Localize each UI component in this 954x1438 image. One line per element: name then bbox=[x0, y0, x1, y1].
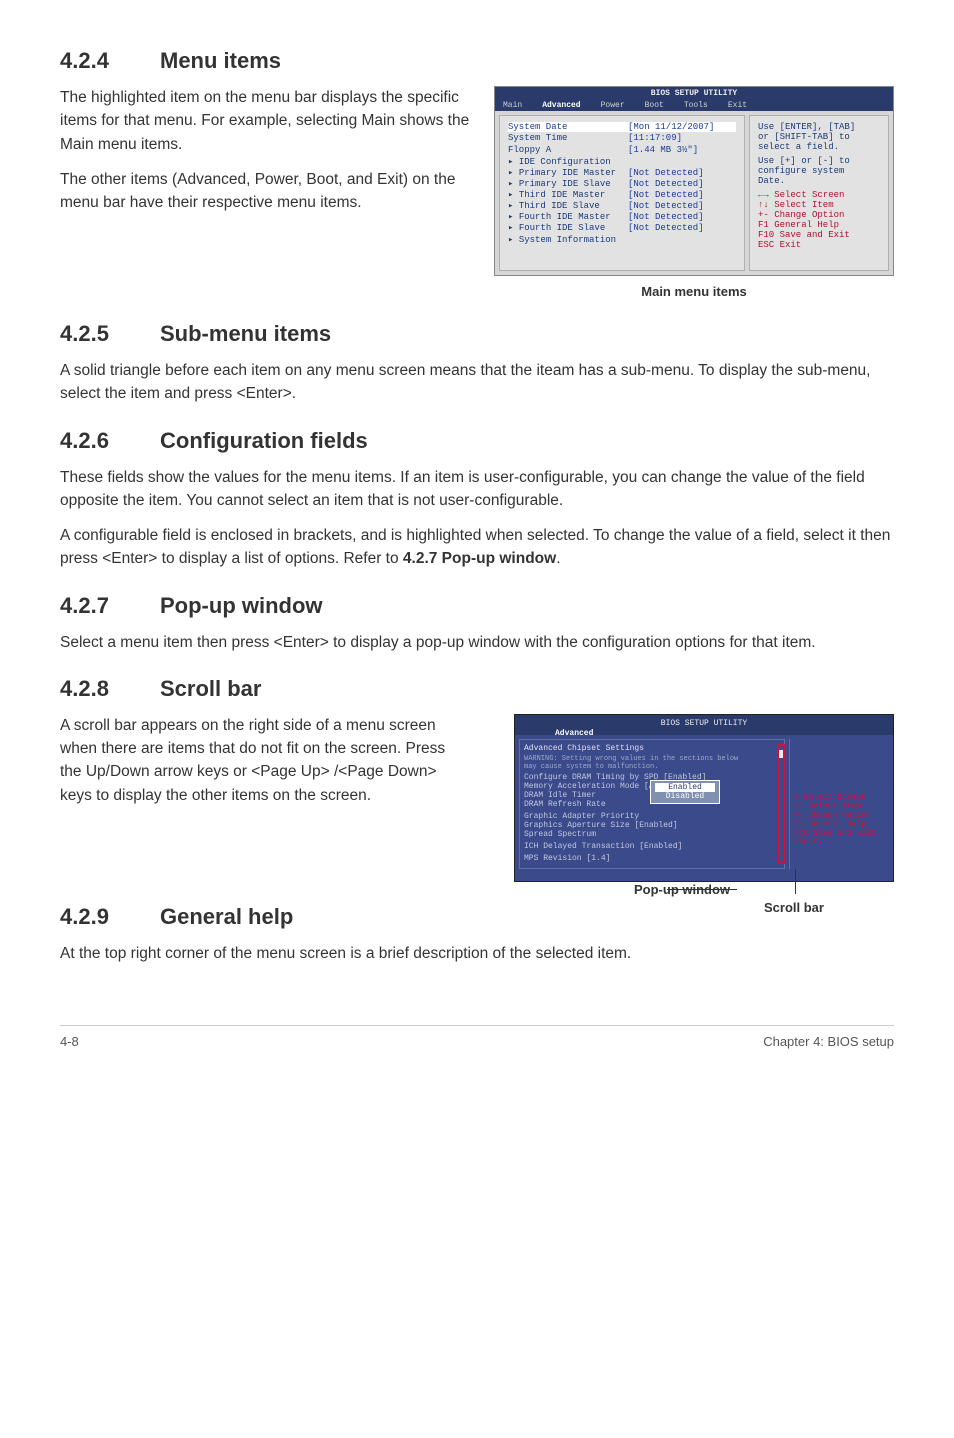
heading-title: General help bbox=[160, 904, 293, 929]
heading-4-2-4: 4.2.4Menu items bbox=[60, 48, 894, 74]
heading-num: 4.2.4 bbox=[60, 48, 160, 74]
paragraph: At the top right corner of the menu scre… bbox=[60, 942, 894, 965]
bios-tab: Boot bbox=[645, 101, 664, 110]
bios-popup-screenshot: BIOS SETUP UTILITY Advanced Advanced Chi… bbox=[514, 714, 894, 882]
page-number: 4-8 bbox=[60, 1034, 79, 1049]
paragraph: The other items (Advanced, Power, Boot, … bbox=[60, 168, 474, 215]
heading-num: 4.2.7 bbox=[60, 593, 160, 619]
bios-menubar: BIOS SETUP UTILITY Main Advanced Power B… bbox=[495, 87, 893, 111]
heading-num: 4.2.9 bbox=[60, 904, 160, 930]
bios-main-help-panel: Use [ENTER], [TAB] or [SHIFT-TAB] to sel… bbox=[749, 115, 889, 271]
bios-tab: Tools bbox=[684, 101, 708, 110]
heading-num: 4.2.6 bbox=[60, 428, 160, 454]
bios-popup-help-panel: + Select Screen ↑↓ Select Item +- Change… bbox=[789, 739, 889, 869]
page-footer: 4-8 Chapter 4: BIOS setup bbox=[60, 1025, 894, 1049]
heading-title: Sub-menu items bbox=[160, 321, 331, 346]
bios-main-screenshot: BIOS SETUP UTILITY Main Advanced Power B… bbox=[494, 86, 894, 276]
popup-window-label: Pop-up window bbox=[634, 882, 730, 897]
bios-tab: Advanced bbox=[542, 101, 580, 110]
scroll-bar-label: Scroll bar bbox=[764, 900, 824, 915]
section-4-2-8: 4.2.8Scroll bar A scroll bar appears on … bbox=[60, 676, 894, 882]
paragraph: The highlighted item on the menu bar dis… bbox=[60, 86, 474, 156]
paragraph: A configurable field is enclosed in brac… bbox=[60, 524, 894, 571]
heading-4-2-5: 4.2.5Sub-menu items bbox=[60, 321, 894, 347]
section-4-2-6: 4.2.6Configuration fields These fields s… bbox=[60, 428, 894, 571]
heading-title: Configuration fields bbox=[160, 428, 368, 453]
heading-num: 4.2.5 bbox=[60, 321, 160, 347]
popup-options-box: Enabled Disabled bbox=[650, 780, 720, 804]
paragraph: A scroll bar appears on the right side o… bbox=[60, 714, 464, 807]
heading-4-2-6: 4.2.6Configuration fields bbox=[60, 428, 894, 454]
bios-title: BIOS SETUP UTILITY bbox=[495, 89, 893, 98]
heading-4-2-7: 4.2.7Pop-up window bbox=[60, 593, 894, 619]
bios-tab: Exit bbox=[728, 101, 747, 110]
section-4-2-7: 4.2.7Pop-up window Select a menu item th… bbox=[60, 593, 894, 654]
bios-popup-wrap: BIOS SETUP UTILITY Advanced Advanced Chi… bbox=[514, 714, 894, 882]
bios-main-left-panel: System Date[Mon 11/12/2007] System Time[… bbox=[499, 115, 745, 271]
section-4-2-5: 4.2.5Sub-menu items A solid triangle bef… bbox=[60, 321, 894, 406]
bios-popup-header: BIOS SETUP UTILITY Advanced bbox=[515, 715, 893, 735]
heading-4-2-8: 4.2.8Scroll bar bbox=[60, 676, 894, 702]
leader-line bbox=[795, 869, 796, 894]
heading-num: 4.2.8 bbox=[60, 676, 160, 702]
chapter-label: Chapter 4: BIOS setup bbox=[763, 1034, 894, 1049]
bios-main-caption: Main menu items bbox=[494, 284, 894, 299]
bios-tab: Power bbox=[601, 101, 625, 110]
section-4-2-4: 4.2.4Menu items The highlighted item on … bbox=[60, 48, 894, 299]
heading-title: Pop-up window bbox=[160, 593, 323, 618]
heading-title: Menu items bbox=[160, 48, 281, 73]
bios-popup-left-panel: Advanced Chipset Settings WARNING: Setti… bbox=[519, 739, 785, 869]
heading-title: Scroll bar bbox=[160, 676, 261, 701]
paragraph: Select a menu item then press <Enter> to… bbox=[60, 631, 894, 654]
paragraph: These fields show the values for the men… bbox=[60, 466, 894, 513]
paragraph: A solid triangle before each item on any… bbox=[60, 359, 894, 406]
bios-tab: Main bbox=[503, 101, 522, 110]
scroll-bar-indicator bbox=[778, 744, 786, 864]
